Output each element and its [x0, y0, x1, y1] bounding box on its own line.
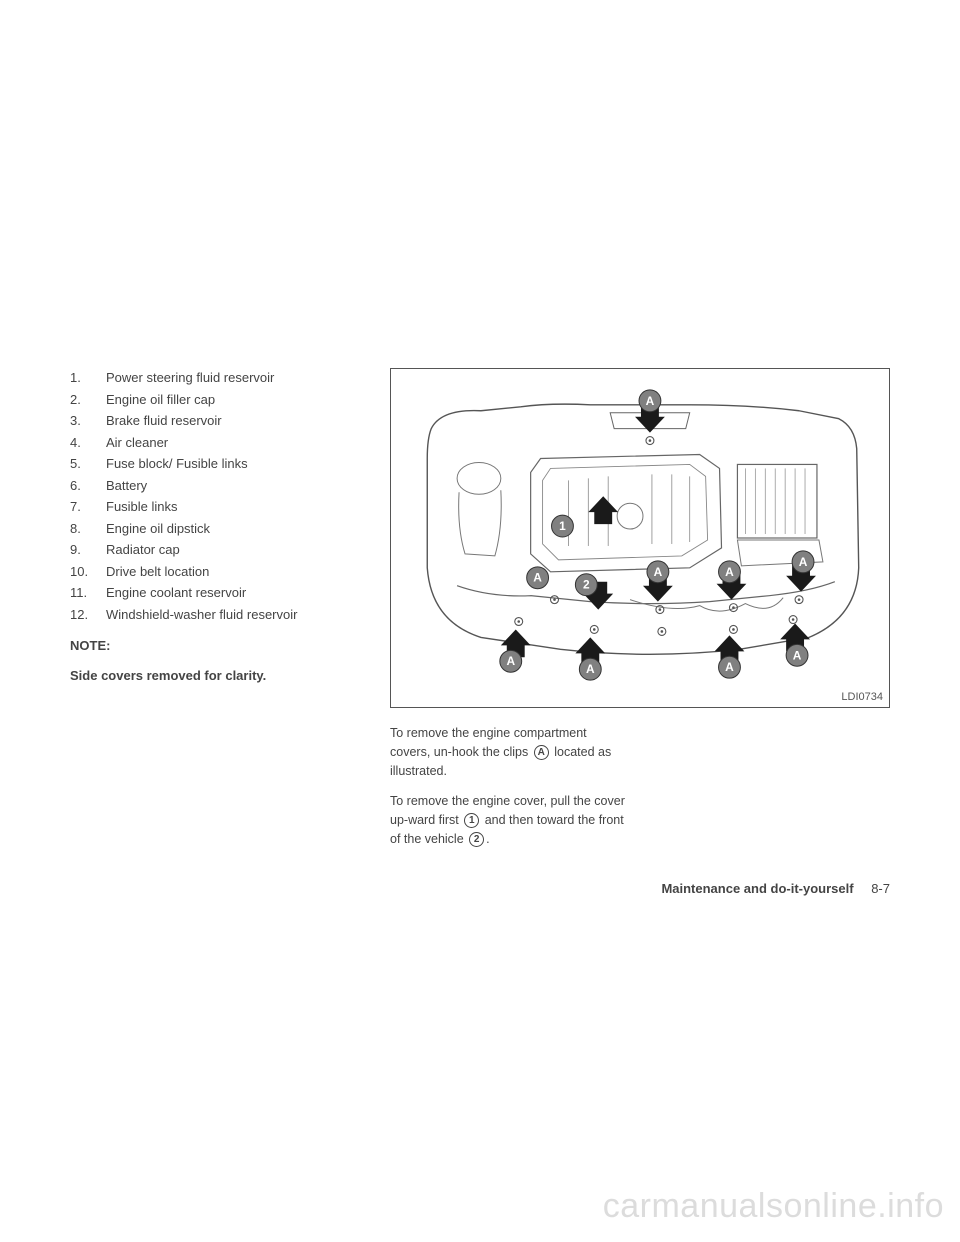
- callout-symbol-2: 2: [469, 832, 484, 847]
- callout-label: 2: [583, 578, 590, 592]
- left-column: 1. Power steering fluid reservoir 2. Engine…: [70, 368, 360, 685]
- caption-para-1: To remove the engine compartment covers,…: [390, 724, 630, 780]
- list-label: Brake fluid reservoir: [106, 411, 222, 431]
- list-number: 5.: [70, 454, 92, 474]
- list-label: Engine oil dipstick: [106, 519, 210, 539]
- list-label: Engine coolant reservoir: [106, 583, 246, 603]
- callout-label: 1: [559, 519, 566, 533]
- footer-page-number: 8-7: [871, 881, 890, 896]
- caption-text: .: [486, 832, 489, 846]
- list-item: 7. Fusible links: [70, 497, 360, 517]
- two-column-layout: 1. Power steering fluid reservoir 2. Engine…: [70, 368, 890, 861]
- list-item: 5. Fuse block/ Fusible links: [70, 454, 360, 474]
- list-number: 10.: [70, 562, 92, 582]
- list-item: 12. Windshield-washer fluid reservoir: [70, 605, 360, 625]
- list-item: 2. Engine oil filler cap: [70, 390, 360, 410]
- page-footer: Maintenance and do-it-yourself 8-7: [661, 881, 890, 896]
- right-column: A 1 A 2 A A A A A A A LDI0734 To remove the engine…: [390, 368, 890, 861]
- callout-symbol-1: 1: [464, 813, 479, 828]
- list-item: 9. Radiator cap: [70, 540, 360, 560]
- list-label: Engine oil filler cap: [106, 390, 215, 410]
- list-number: 11.: [70, 583, 92, 603]
- list-item: 6. Battery: [70, 476, 360, 496]
- list-label: Fuse block/ Fusible links: [106, 454, 248, 474]
- figure-id: LDI0734: [841, 691, 883, 703]
- callout-label: A: [725, 565, 734, 579]
- note-text: Side covers removed for clarity.: [70, 666, 360, 686]
- list-number: 9.: [70, 540, 92, 560]
- list-item: 4. Air cleaner: [70, 433, 360, 453]
- list-item: 10. Drive belt location: [70, 562, 360, 582]
- list-label: Fusible links: [106, 497, 178, 517]
- list-number: 4.: [70, 433, 92, 453]
- list-label: Power steering fluid reservoir: [106, 368, 274, 388]
- callout-label: A: [799, 555, 808, 569]
- callout-label: A: [586, 662, 595, 676]
- callout-symbol-a: A: [534, 745, 549, 760]
- callout-label: A: [506, 654, 515, 668]
- footer-section-title: Maintenance and do-it-yourself: [661, 881, 853, 896]
- list-label: Air cleaner: [106, 433, 168, 453]
- list-number: 12.: [70, 605, 92, 625]
- list-item: 3. Brake fluid reservoir: [70, 411, 360, 431]
- callout-label: A: [533, 571, 542, 585]
- callout-label: A: [646, 394, 655, 408]
- page-content: 1. Power steering fluid reservoir 2. Engine…: [70, 368, 890, 861]
- callout-label: A: [793, 648, 802, 662]
- figure-caption: To remove the engine compartment covers,…: [390, 724, 630, 849]
- list-number: 7.: [70, 497, 92, 517]
- caption-para-2: To remove the engine cover, pull the cov…: [390, 792, 630, 848]
- list-number: 6.: [70, 476, 92, 496]
- list-number: 1.: [70, 368, 92, 388]
- list-number: 3.: [70, 411, 92, 431]
- callout-label: A: [654, 565, 663, 579]
- list-number: 2.: [70, 390, 92, 410]
- note-label: NOTE:: [70, 636, 360, 656]
- list-label: Battery: [106, 476, 147, 496]
- list-label: Radiator cap: [106, 540, 180, 560]
- list-item: 8. Engine oil dipstick: [70, 519, 360, 539]
- list-item: 11. Engine coolant reservoir: [70, 583, 360, 603]
- list-label: Windshield-washer fluid reservoir: [106, 605, 297, 625]
- engine-figure: A 1 A 2 A A A A A A A LDI0734: [390, 368, 890, 708]
- arrow-icon: [588, 496, 618, 524]
- watermark: carmanualsonline.info: [603, 1187, 944, 1226]
- list-item: 1. Power steering fluid reservoir: [70, 368, 360, 388]
- list-label: Drive belt location: [106, 562, 209, 582]
- components-list: 1. Power steering fluid reservoir 2. Engine…: [70, 368, 360, 624]
- list-number: 8.: [70, 519, 92, 539]
- callout-label: A: [725, 660, 734, 674]
- engine-diagram-svg: A 1 A 2 A A A A A A A: [391, 369, 889, 707]
